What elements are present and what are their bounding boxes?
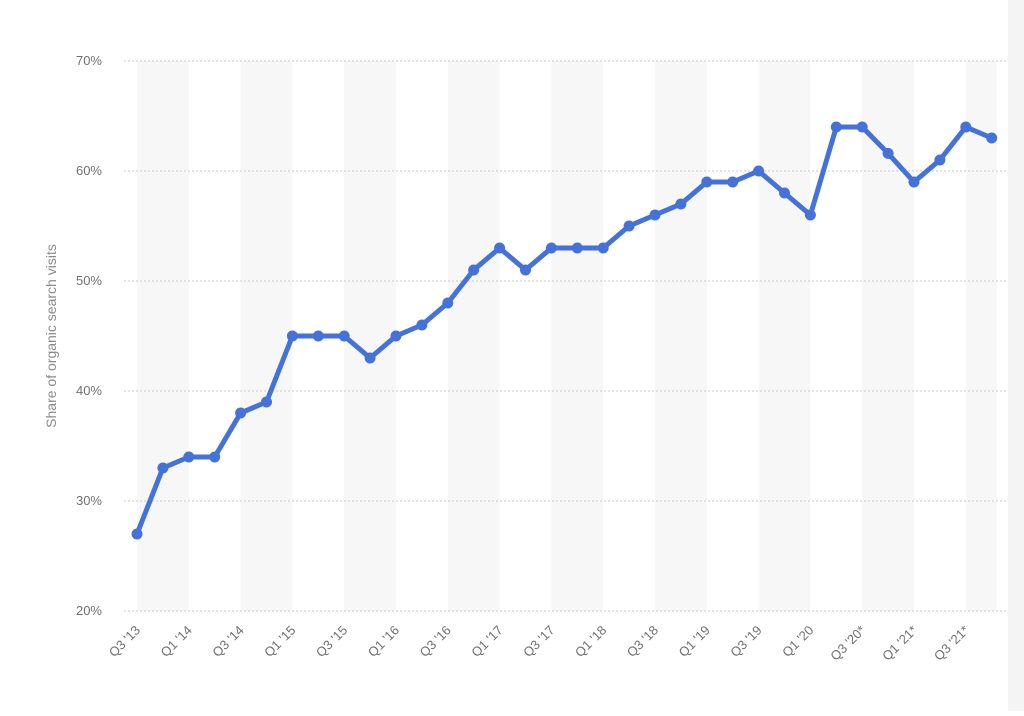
- y-tick-label: 70%: [76, 53, 102, 68]
- data-point[interactable]: [312, 330, 324, 342]
- column-band: [447, 61, 500, 611]
- x-tick-label: Q3 '20*: [827, 623, 868, 664]
- data-point[interactable]: [545, 242, 557, 254]
- x-tick-label: Q1 '15: [261, 623, 298, 660]
- column-band: [862, 61, 914, 611]
- data-point[interactable]: [830, 121, 842, 133]
- data-point[interactable]: [416, 319, 428, 331]
- data-point[interactable]: [597, 242, 609, 254]
- x-tick-label: Q3 '19: [727, 623, 764, 660]
- y-tick-label: 40%: [76, 383, 102, 398]
- data-point[interactable]: [468, 264, 480, 276]
- data-point[interactable]: [286, 330, 298, 342]
- x-tick-label: Q1 '16: [365, 623, 402, 660]
- grid-lines: [124, 60, 1007, 612]
- x-tick-label: Q3 '16: [417, 623, 454, 660]
- column-band: [344, 61, 396, 611]
- data-point[interactable]: [779, 187, 790, 199]
- data-point[interactable]: [986, 132, 998, 144]
- column-band: [551, 61, 604, 611]
- y-axis-ticks: 20% 30% 40% 50% 60% 70%: [76, 53, 102, 618]
- x-tick-label: Q1 '19: [676, 623, 713, 660]
- y-axis-title: Share of organic search visits: [43, 244, 59, 428]
- data-point[interactable]: [131, 528, 143, 540]
- y-tick-label: 60%: [76, 163, 102, 178]
- data-point[interactable]: [649, 209, 661, 221]
- x-tick-label: Q3 '17: [520, 623, 557, 660]
- series-group: [131, 121, 998, 540]
- data-point[interactable]: [494, 242, 506, 254]
- column-band: [655, 61, 707, 611]
- x-tick-label: Q1 '20: [779, 623, 816, 660]
- data-point[interactable]: [675, 198, 687, 210]
- column-band: [137, 61, 189, 611]
- x-axis-ticks: Q3 '13 Q1 '14 Q3 '14 Q1 '15 Q3 '15 Q1 '16 Q3 '…: [106, 623, 972, 664]
- data-point[interactable]: [882, 147, 894, 159]
- data-point[interactable]: [908, 176, 920, 188]
- data-point[interactable]: [960, 121, 972, 133]
- x-tick-label: Q1 '14: [158, 623, 195, 660]
- data-point[interactable]: [338, 330, 350, 342]
- data-point[interactable]: [442, 297, 454, 309]
- data-point[interactable]: [520, 264, 531, 276]
- column-band: [240, 61, 293, 611]
- series-line: [134, 124, 995, 537]
- data-point[interactable]: [235, 407, 247, 419]
- page-edge: [1008, 0, 1024, 711]
- data-point[interactable]: [390, 330, 402, 342]
- x-tick-label: Q3 '14: [209, 623, 246, 660]
- data-point[interactable]: [727, 176, 739, 188]
- x-tick-label: Q3 '15: [313, 623, 350, 660]
- data-point[interactable]: [209, 451, 221, 463]
- x-tick-label: Q3 '18: [624, 623, 661, 660]
- x-tick-label: Q1 '18: [572, 623, 609, 660]
- data-point[interactable]: [701, 176, 713, 188]
- data-point[interactable]: [261, 396, 272, 408]
- column-band: [758, 61, 811, 611]
- x-tick-label: Q1 '21*: [879, 623, 920, 664]
- data-point[interactable]: [934, 154, 946, 166]
- data-point[interactable]: [364, 352, 376, 364]
- data-point[interactable]: [856, 121, 868, 133]
- data-point[interactable]: [623, 220, 635, 232]
- y-tick-label: 20%: [76, 603, 102, 618]
- data-point[interactable]: [157, 462, 169, 474]
- data-point[interactable]: [753, 165, 765, 177]
- x-tick-label: Q3 '21*: [931, 623, 972, 664]
- y-tick-label: 50%: [76, 273, 102, 288]
- data-point[interactable]: [571, 242, 583, 254]
- data-point[interactable]: [804, 209, 816, 221]
- column-bands: [137, 61, 997, 611]
- data-point[interactable]: [183, 451, 195, 463]
- y-tick-label: 30%: [76, 493, 102, 508]
- x-tick-label: Q3 '13: [106, 623, 143, 660]
- column-band: [965, 61, 997, 611]
- x-tick-label: Q1 '17: [468, 623, 505, 660]
